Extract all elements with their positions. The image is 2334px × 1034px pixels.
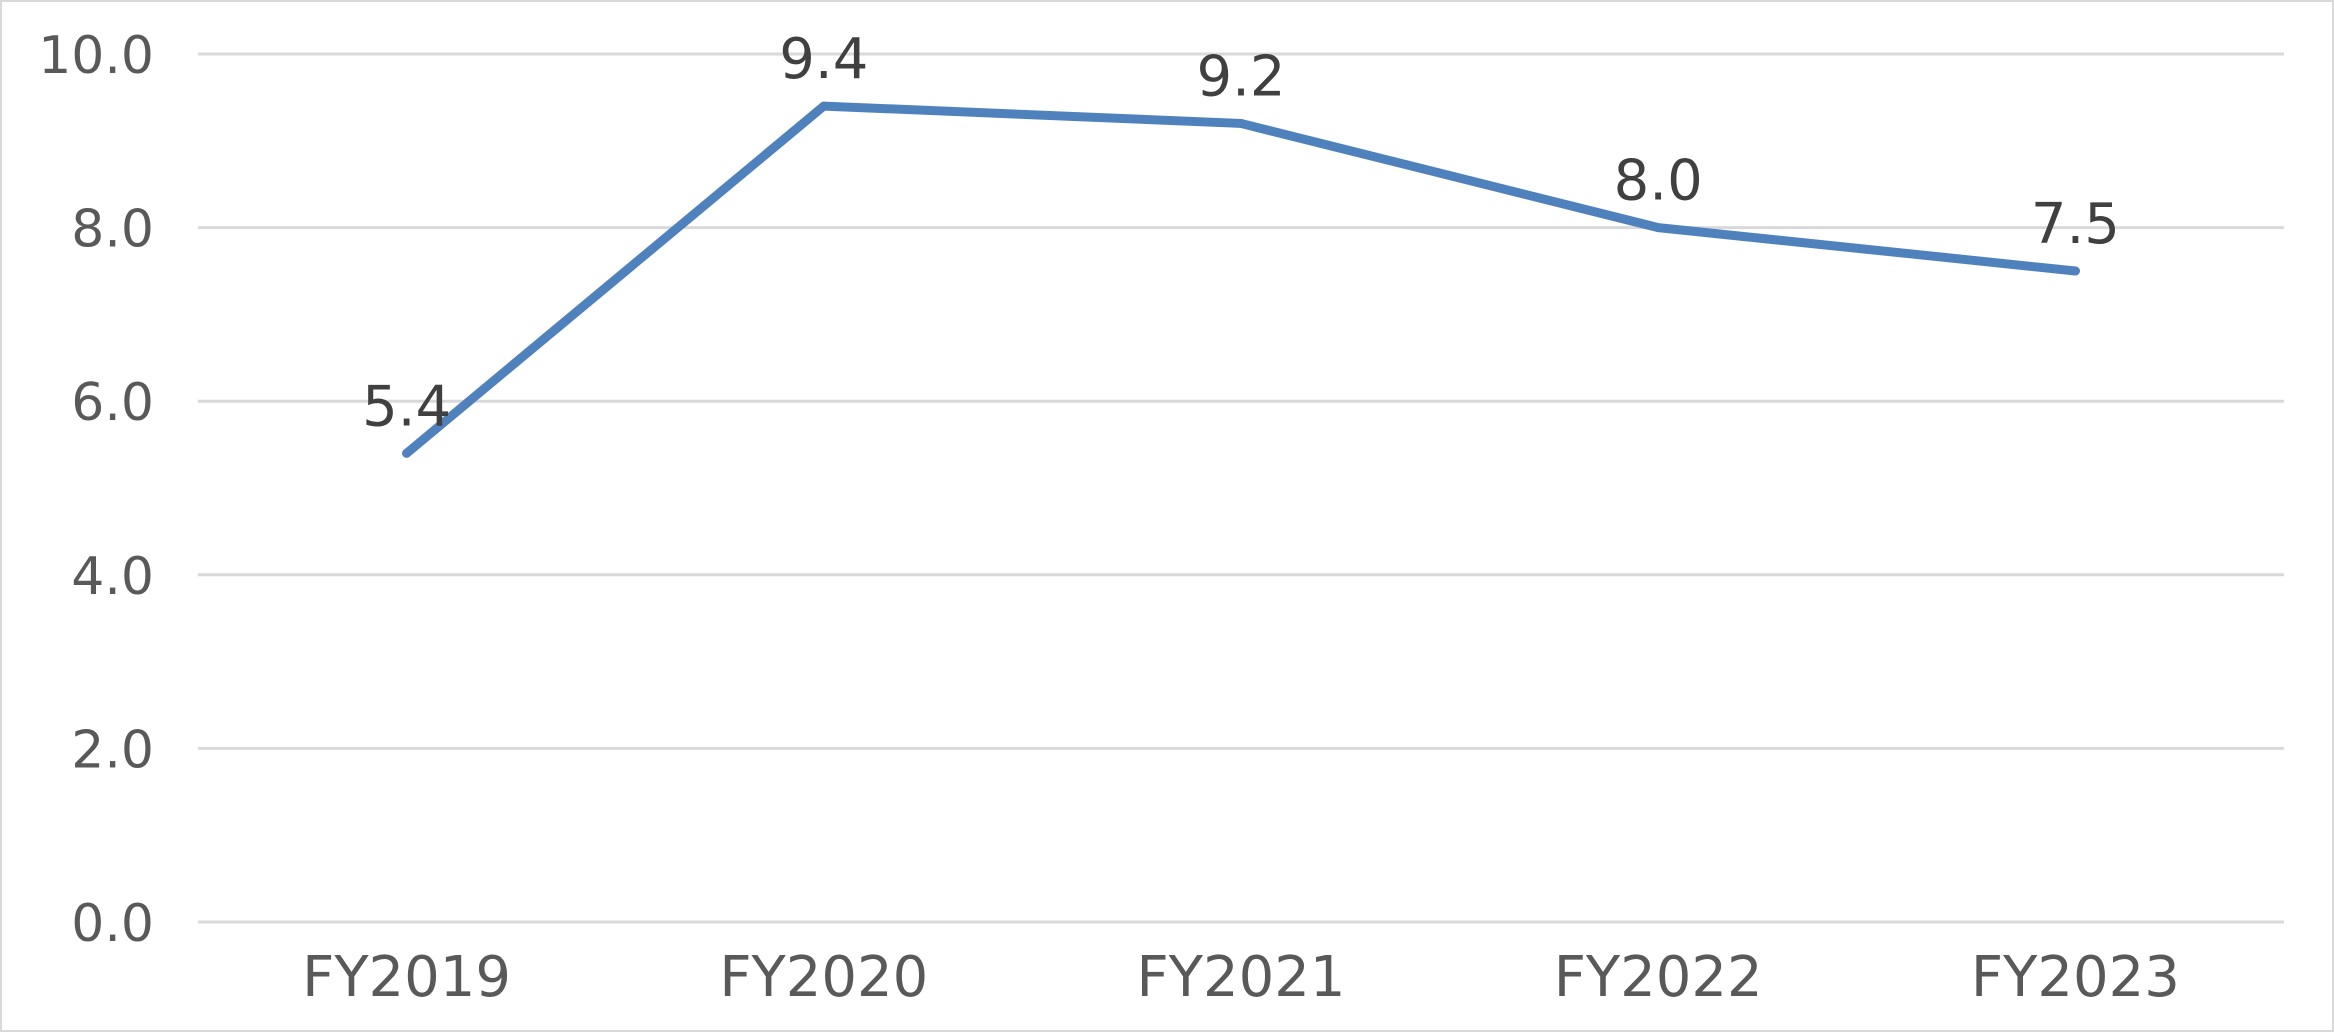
data-label: 7.5 xyxy=(2031,192,2120,257)
y-tick-label: 4.0 xyxy=(71,547,154,607)
x-tick-label: FY2020 xyxy=(719,945,928,1010)
y-tick-label: 2.0 xyxy=(71,720,154,780)
y-axis: 0.0 2.0 4.0 6.0 8.0 10.0 xyxy=(38,26,154,954)
x-tick-label: FY2022 xyxy=(1554,945,1763,1010)
data-point xyxy=(2070,266,2080,276)
data-point xyxy=(819,101,829,111)
x-tick-label: FY2023 xyxy=(1971,945,2180,1010)
x-tick-label: FY2021 xyxy=(1137,945,1346,1010)
data-labels: 5.4 9.4 9.2 8.0 7.5 xyxy=(362,27,2120,439)
series xyxy=(402,101,2080,458)
y-tick-label: 6.0 xyxy=(71,373,154,433)
data-label: 9.4 xyxy=(779,27,868,92)
x-tick-label: FY2019 xyxy=(302,945,511,1010)
data-point xyxy=(1653,223,1663,233)
x-axis: FY2019 FY2020 FY2021 FY2022 FY2023 xyxy=(302,945,2180,1010)
data-point xyxy=(1236,118,1246,128)
y-tick-label: 8.0 xyxy=(71,200,154,260)
data-label: 8.0 xyxy=(1614,149,1703,214)
data-label: 9.2 xyxy=(1196,44,1285,109)
data-label: 5.4 xyxy=(362,374,451,439)
y-tick-label: 10.0 xyxy=(38,26,154,86)
data-point xyxy=(402,448,412,458)
y-tick-label: 0.0 xyxy=(71,894,154,954)
gridlines xyxy=(198,52,2284,924)
